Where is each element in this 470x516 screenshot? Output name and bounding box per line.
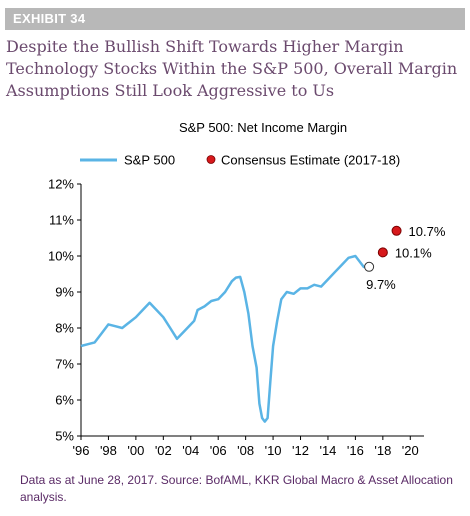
x-tick-label: '10	[265, 443, 282, 458]
y-tick-label: 11%	[49, 213, 74, 228]
legend: S&P 500 Consensus Estimate (2017-18)	[80, 153, 400, 168]
estimate-label: 10.7%	[409, 224, 446, 239]
y-tick-label: 7%	[55, 357, 74, 372]
legend-label-sp500: S&P 500	[124, 153, 175, 168]
x-tick-label: '12	[292, 443, 309, 458]
y-tick-label: 5%	[55, 429, 74, 444]
y-ticks: 5% 6% 7% 8% 9% 10% 11% 12%	[48, 177, 81, 444]
x-tick-label: '00	[127, 443, 144, 458]
y-tick-label: 9%	[55, 285, 74, 300]
x-tick-label: '06	[210, 443, 227, 458]
y-tick-label: 12%	[48, 177, 74, 192]
x-tick-label: '98	[100, 443, 117, 458]
source-note: Data as at June 28, 2017. Source: BofAML…	[20, 473, 453, 504]
exhibit-label: EXHIBIT 34	[5, 8, 465, 30]
legend-dot-swatch	[206, 155, 216, 164]
x-tick-label: '18	[374, 443, 391, 458]
x-tick-label: '04	[182, 443, 199, 458]
x-tick-label: '14	[319, 443, 336, 458]
y-tick-label: 10%	[48, 249, 74, 264]
estimate-point	[391, 225, 402, 236]
x-tick-label: '02	[155, 443, 172, 458]
x-tick-label: '08	[237, 443, 254, 458]
estimate-point	[377, 247, 388, 258]
sp500-margin-line	[80, 254, 370, 423]
y-tick-label: 8%	[55, 321, 74, 336]
chart-headline: Despite the Bullish Shift Towards Higher…	[6, 37, 458, 100]
x-tick-label: '20	[402, 443, 419, 458]
estimate-point	[364, 261, 375, 272]
estimate-label: 10.1%	[395, 245, 432, 260]
consensus-estimates: 9.7% 10.1% 10.7%	[364, 224, 446, 292]
legend-label-consensus: Consensus Estimate (2017-18)	[221, 153, 400, 168]
x-tick-label: '96	[73, 443, 90, 458]
chart-title: S&P 500: Net Income Margin	[179, 120, 347, 135]
estimate-label: 9.7%	[366, 277, 396, 292]
y-tick-label: 6%	[55, 393, 74, 408]
x-ticks: '96 '98 '00 '02 '04 '06 '08 '10 '12 '14 '16 '18 '20	[73, 436, 419, 458]
x-tick-label: '16	[347, 443, 364, 458]
